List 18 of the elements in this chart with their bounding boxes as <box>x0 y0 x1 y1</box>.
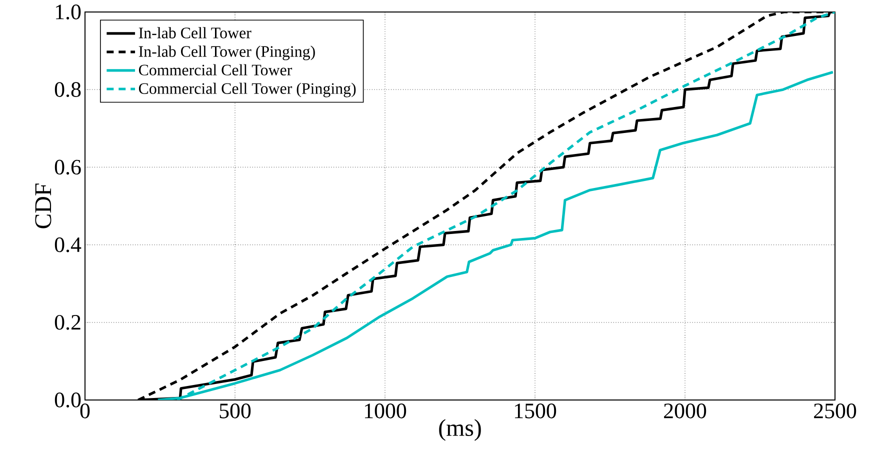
x-axis-title: (ms) <box>439 419 481 441</box>
x-tick-label: 1500 <box>515 404 556 418</box>
x-tick-label: 1000 <box>365 404 406 418</box>
legend-label: Commercial Cell Tower <box>138 64 292 76</box>
legend-label: Commercial Cell Tower (Pinging) <box>138 82 356 98</box>
x-tick-label: 2000 <box>664 404 706 418</box>
y-tick-label: 0.6 <box>54 160 81 175</box>
y-tick-label: 1.0 <box>56 4 81 20</box>
y-tick-label: 0.2 <box>54 314 80 330</box>
x-tick-label: 500 <box>220 404 251 418</box>
x-tick-label: 0 <box>80 404 90 418</box>
y-tick-label: 0.8 <box>54 82 81 98</box>
y-axis-title: CDF <box>35 184 52 228</box>
legend-label: In-lab Cell Tower (Pinging) <box>138 46 315 60</box>
y-tick-label: 0.4 <box>54 237 82 252</box>
legend-label: In-lab Cell Tower <box>138 27 252 38</box>
y-tick-label: 0.0 <box>54 392 81 408</box>
x-tick-label: 2500 <box>814 404 856 418</box>
